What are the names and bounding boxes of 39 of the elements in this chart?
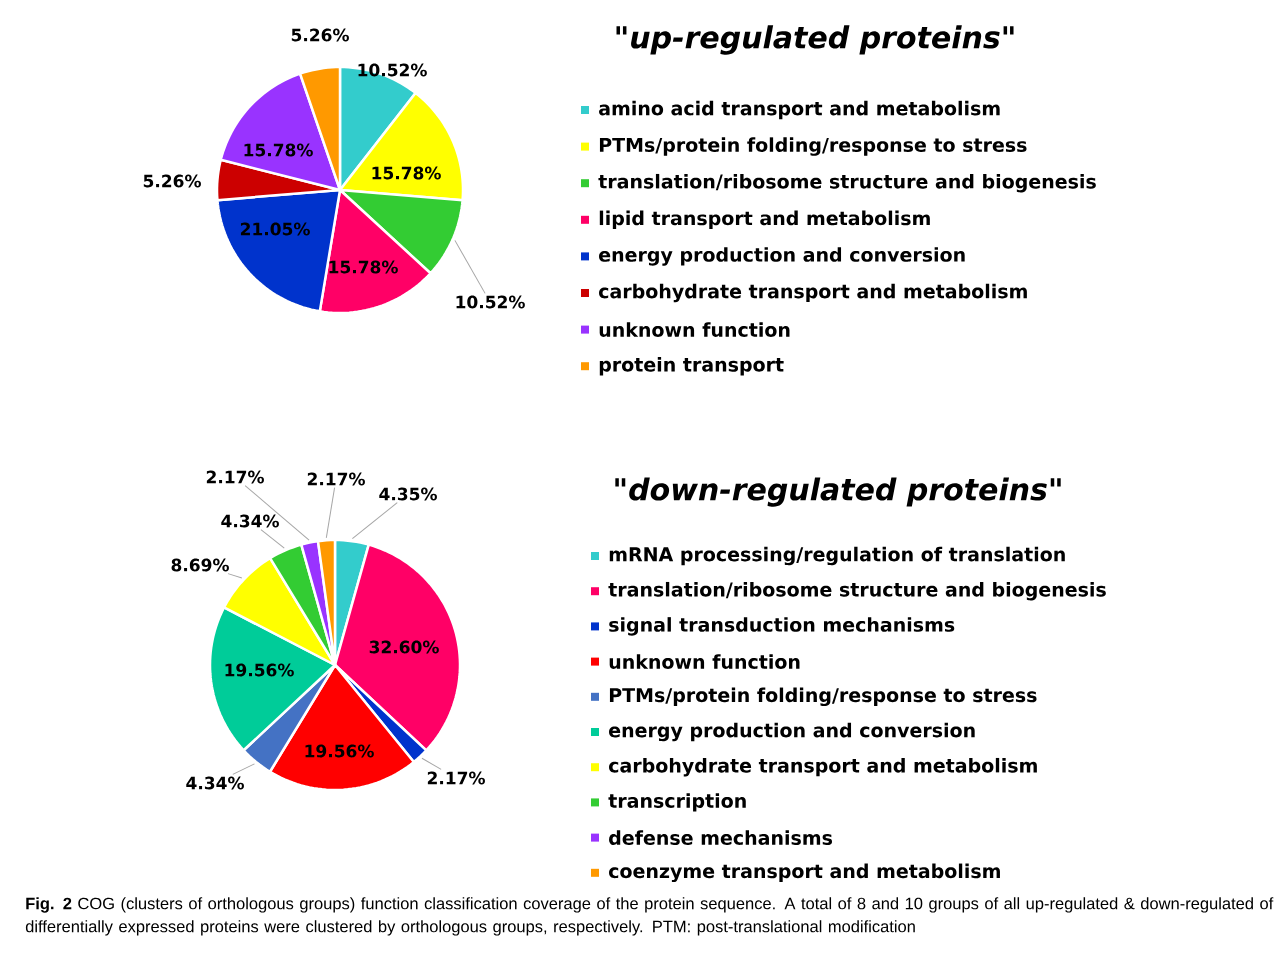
legend-label: carbohydrate transport and metabolism — [599, 283, 1027, 303]
legend-label: coenzyme transport and metabolism — [609, 863, 1000, 883]
data-label: 15.78% — [372, 166, 441, 180]
legend-label: transcription — [608, 793, 746, 812]
data-label: 15.78% — [329, 260, 398, 274]
legend-label: translation/ribosome structure and biogenesis — [598, 173, 1096, 193]
data-label: 2.17% — [206, 470, 264, 484]
data-label: 15.78% — [244, 143, 313, 157]
data-label: 19.56% — [305, 744, 374, 758]
legend-label: energy production and conversion — [599, 247, 965, 266]
legend-label: unknown function — [599, 322, 790, 337]
data-label: 4.34% — [186, 776, 244, 790]
legend-label: PTMs/protein folding/response to stress — [609, 687, 1037, 707]
legend-label: carbohydrate transport and metabolism — [609, 757, 1037, 777]
legend-label: signal transduction mechanisms — [609, 617, 955, 636]
legend-label: PTMs/protein folding/response to stress — [599, 137, 1027, 156]
chart-title: "down-regulated proteins" — [615, 477, 1061, 507]
data-label: 2.17% — [427, 771, 485, 785]
legend-label: unknown function — [609, 654, 800, 669]
legend-label: lipid transport and metabolism — [599, 210, 930, 229]
legend-label: defense mechanisms — [609, 830, 833, 845]
data-label: 5.26% — [143, 174, 201, 188]
legend-label: energy production and conversion — [609, 722, 975, 742]
legend-label: amino acid transport and metabolism — [599, 100, 1000, 120]
data-label: 4.34% — [221, 514, 279, 528]
text: Fig. 2 COG (clusters of orthologous groups) function classification coverage of the protein sequence. A total of 8 and 10 groups of all up-regulated & down-regulated of differentially expressed proteins were clustered by orthologous groups, respectively. PTM: post-translational modification — [25, 897, 1274, 936]
legend-label: translation/ribosome structure and biogenesis — [608, 581, 1106, 601]
data-label: 10.52% — [456, 295, 525, 309]
data-label: 21.05% — [240, 222, 310, 236]
legend-label: protein transport — [599, 357, 784, 376]
data-label: 5.26% — [291, 28, 349, 42]
chart-title: "up-regulated proteins" — [616, 25, 1014, 55]
legend-label: mRNA processing/regulation of translation — [609, 546, 1065, 566]
data-label: 32.60% — [369, 640, 439, 654]
data-label: 2.17% — [307, 472, 365, 486]
data-label: 4.35% — [379, 487, 437, 501]
data-label: 19.56% — [225, 663, 294, 677]
data-label: 10.52% — [358, 63, 427, 77]
data-label: 8.69% — [171, 558, 229, 572]
